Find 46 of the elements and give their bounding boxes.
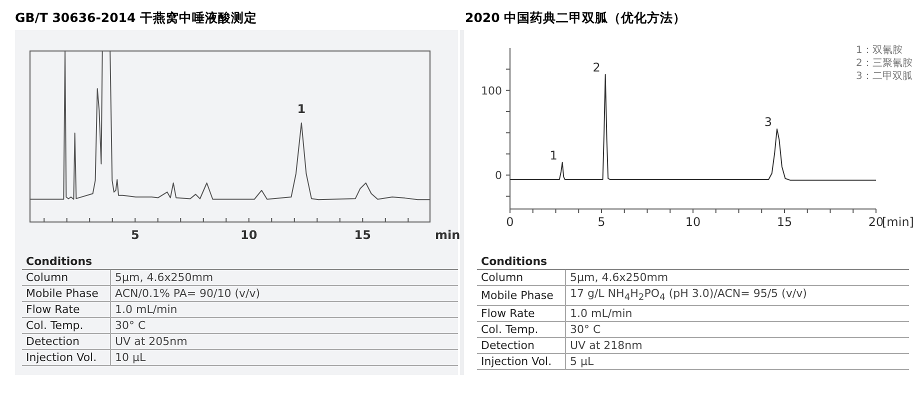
x-tick-label: 0 bbox=[506, 215, 514, 229]
text: Injection Vol. bbox=[477, 354, 566, 370]
x-tick-label: 10 bbox=[240, 228, 258, 242]
text: 30° C bbox=[566, 322, 909, 338]
x-tick-label: 5 bbox=[598, 215, 606, 229]
text: 1.0 mL/min bbox=[110, 302, 458, 318]
x-tick-label: 5 bbox=[130, 228, 140, 242]
x-tick-label: 10 bbox=[685, 215, 701, 229]
annotation: 1 bbox=[297, 102, 306, 116]
annotation: 2 bbox=[592, 60, 600, 75]
annotation: 3 bbox=[764, 115, 772, 130]
chart-title: GB/T 30636-2014 干燕窝中唾液酸测定 bbox=[15, 10, 258, 27]
annotation: 1：双氰胺 bbox=[856, 44, 902, 56]
x-tick-label: 20 bbox=[868, 215, 884, 229]
text: Col. Temp. bbox=[477, 322, 566, 338]
text: Conditions bbox=[477, 253, 909, 270]
annotation: 3：二甲双胍 bbox=[856, 70, 912, 82]
text: Mobile Phase bbox=[477, 286, 566, 306]
text: Injection Vol. bbox=[22, 350, 110, 366]
text: 5 µL bbox=[566, 354, 909, 370]
text: Conditions bbox=[22, 253, 458, 270]
chart-title: 2020 中国药典二甲双胍（优化方法） bbox=[465, 10, 686, 27]
text: Flow Rate bbox=[477, 306, 566, 322]
x-tick-label: 15 bbox=[776, 215, 792, 229]
text: 10 µL bbox=[110, 350, 458, 366]
text: Col. Temp. bbox=[22, 318, 110, 334]
text: Flow Rate bbox=[22, 302, 110, 318]
text: 5µm, 4.6x250mm bbox=[110, 270, 458, 286]
x-axis-title: [min] bbox=[882, 215, 914, 229]
x-tick-label: 15 bbox=[354, 228, 371, 242]
text: Detection bbox=[477, 338, 566, 354]
text: UV at 218nm bbox=[566, 338, 909, 354]
text: 5µm, 4.6x250mm bbox=[566, 270, 909, 286]
text: Mobile Phase bbox=[22, 286, 110, 302]
y-tick-label: 100 bbox=[481, 84, 502, 98]
text: Column bbox=[477, 270, 566, 286]
annotation: 1 bbox=[550, 148, 558, 162]
annotation: 2：三聚氰胺 bbox=[856, 57, 912, 69]
text: Column bbox=[22, 270, 110, 286]
text: Detection bbox=[22, 334, 110, 350]
text: 30° C bbox=[110, 318, 458, 334]
text: 1.0 mL/min bbox=[566, 306, 909, 322]
text: UV at 205nm bbox=[110, 334, 458, 350]
text: ACN/0.1% PA= 90/10 (v/v) bbox=[110, 286, 458, 302]
text: 17 g/L NH$_{4}$H$_{2}$PO$_{4}$ (pH 3.0)/ACN= 95/5 (v/v) bbox=[566, 286, 909, 306]
x-axis-title: min bbox=[435, 228, 460, 242]
